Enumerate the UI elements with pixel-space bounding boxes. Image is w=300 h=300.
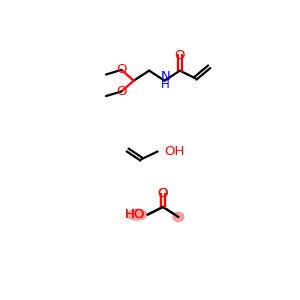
- Text: O: O: [158, 187, 168, 200]
- Ellipse shape: [126, 208, 148, 221]
- Text: O: O: [116, 85, 127, 98]
- Text: N: N: [160, 70, 170, 83]
- Text: HO: HO: [125, 208, 145, 221]
- Ellipse shape: [172, 212, 184, 222]
- Text: O: O: [116, 63, 127, 76]
- Text: O: O: [158, 187, 168, 200]
- Text: O: O: [175, 49, 185, 62]
- Text: H: H: [161, 78, 170, 91]
- Text: HO: HO: [125, 208, 145, 221]
- Text: OH: OH: [164, 145, 185, 158]
